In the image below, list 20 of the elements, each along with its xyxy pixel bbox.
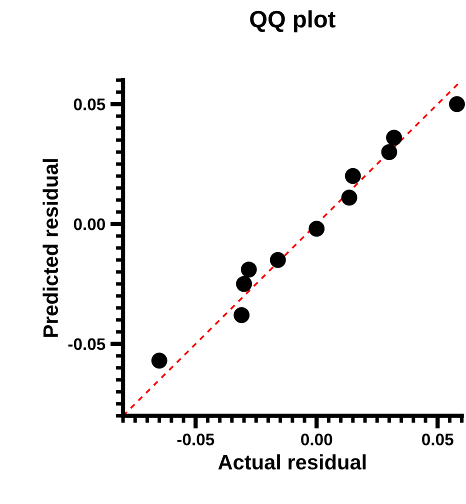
x-axis-title: Actual residual (218, 454, 366, 470)
point (240, 262, 257, 278)
point (344, 168, 361, 184)
point (236, 276, 252, 292)
y-axis-title: Predicted residual (42, 159, 58, 337)
y-tick-label: 0.05 (74, 98, 106, 110)
point (151, 352, 168, 369)
x-tick-label: 0.05 (422, 434, 454, 446)
point (341, 190, 358, 206)
point (448, 96, 465, 112)
x-tick-label: -0.05 (177, 434, 214, 446)
point (308, 220, 325, 237)
y-tick-label: -0.05 (68, 338, 106, 350)
point (381, 144, 398, 160)
x-tick-label: 0.00 (301, 434, 332, 446)
chart-title: QQ plot (250, 10, 336, 32)
point (234, 307, 250, 324)
point (270, 252, 286, 268)
y-tick-label: 0.00 (74, 218, 105, 230)
point (386, 130, 402, 146)
